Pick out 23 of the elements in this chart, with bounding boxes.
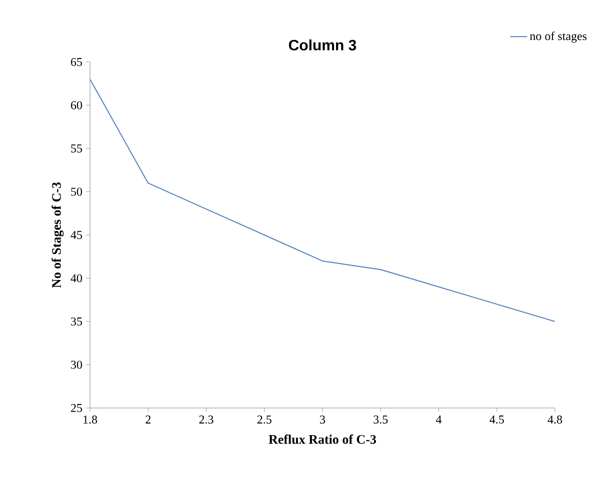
y-tick-label: 35 <box>71 317 82 326</box>
y-tick-label: 45 <box>70 230 82 239</box>
y-tick-label: 25 <box>71 404 82 412</box>
y-tick-label: 65 <box>70 58 82 66</box>
legend-label: no of stages <box>530 32 587 43</box>
x-tick-label: 1.8 <box>84 416 98 424</box>
x-tick-label: 4 <box>436 416 442 424</box>
y-tick-label: 40 <box>70 274 82 282</box>
chart-title: Column 3 <box>288 39 356 50</box>
x-tick-label: 3 <box>320 416 326 424</box>
x-axis-title: Reflux Ratio of C-3 <box>268 434 376 444</box>
x-tick-label: 2 <box>146 416 150 424</box>
x-tick-label: 2.5 <box>257 416 272 424</box>
line-series <box>90 78 555 322</box>
x-tick-label: 3.5 <box>374 416 388 424</box>
y-tick-label: 55 <box>71 144 82 152</box>
y-tick-label: 30 <box>71 360 82 369</box>
y-axis-title: No of Stages of C-3 <box>52 182 64 288</box>
x-tick-label: 2.3 <box>199 416 214 424</box>
x-tick-label: 4.5 <box>490 416 504 424</box>
y-tick-label: 60 <box>70 101 82 110</box>
y-tick-label: 50 <box>71 188 82 196</box>
x-tick-label: 4.8 <box>548 416 562 424</box>
